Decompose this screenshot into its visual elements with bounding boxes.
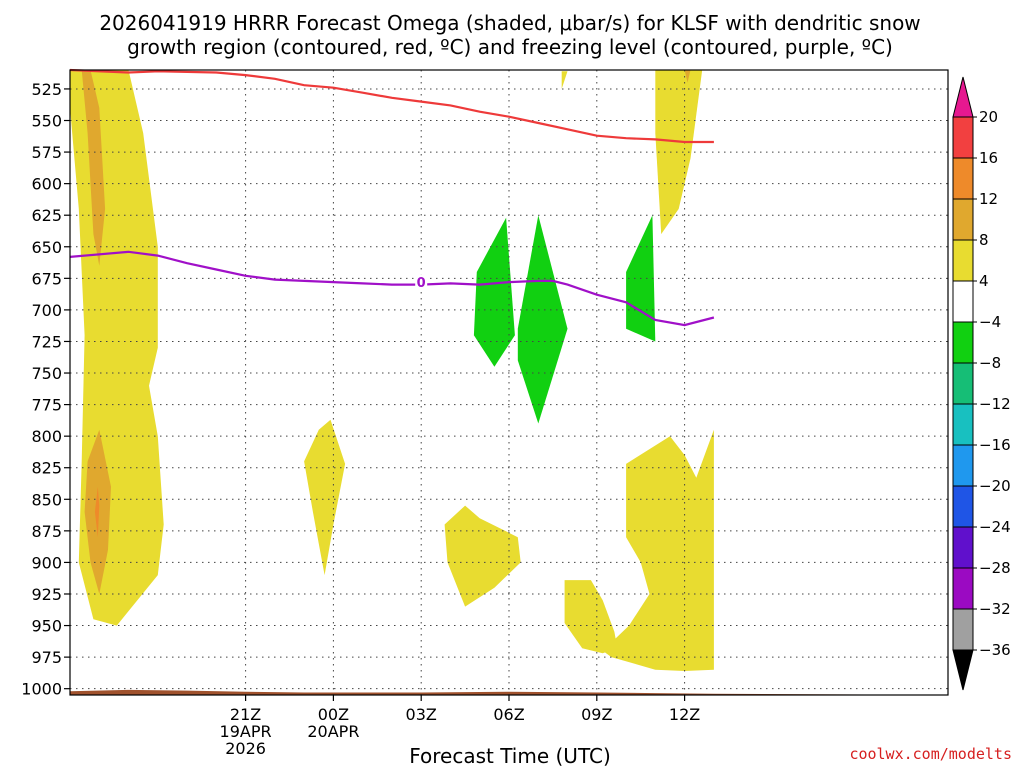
colorbar-label: −32 [979,600,1011,618]
dendritic-growth-contour [69,68,714,144]
colorbar-label: 20 [979,108,998,126]
omega-region-2-0 [94,486,100,538]
y-tick-label: 975 [31,648,62,667]
y-tick-label: 1000 [21,680,62,699]
x-axis-label: Forecast Time (UTC) [409,744,611,768]
colorbar-label: 12 [979,190,998,208]
y-tick-label: 825 [31,459,62,478]
colorbar-label: 8 [979,231,989,249]
omega-shaded-regions [70,70,714,671]
colorbar-swatch [952,280,974,323]
colorbar-label: −20 [979,477,1011,495]
x-tick-label: 06Z [493,705,524,724]
colorbar-swatch [952,403,974,446]
colorbar-legend: 20 16 12 8 4 −4 −8 −12 −16 −20 −24 −28 −32 −36 [952,76,1011,691]
omega-region-0-5 [602,429,714,671]
colorbar-label: 4 [979,272,989,290]
y-tick-label: 750 [31,364,62,383]
y-tick-label: 900 [31,553,62,572]
ground-terrain [70,689,948,695]
omega-region-0-1 [304,419,346,576]
x-tick-label: 12Z [669,705,700,724]
y-tick-label: 550 [31,112,62,131]
y-tick-label: 525 [31,80,62,99]
omega-region-3-0 [473,217,515,367]
colorbar-label: 16 [979,149,998,167]
colorbar-label: −24 [979,518,1011,536]
omega-region-1-2 [684,70,691,83]
colorbar-swatch [952,567,974,610]
colorbar-label: −4 [979,313,1001,331]
y-tick-label: 875 [31,522,62,541]
x-tick-label: 00Z [318,705,349,724]
omega-region-0-3 [655,70,703,235]
freezing-label-bg [415,274,428,290]
chart-title-line-2: growth region (contoured, red, ºC) and f… [127,35,893,59]
grid-lines [70,70,948,695]
omega-region-3-1 [517,215,568,424]
y-tick-label: 950 [31,617,62,636]
colorbar-bottom-arrow [952,649,974,691]
y-tick-label: 925 [31,585,62,604]
y-axis-ticks: 525 550 575 600 625 650 675 700 725 750 775 800 825 8… [21,80,70,699]
colorbar-label: −36 [979,641,1011,659]
colorbar-label: −12 [979,395,1011,413]
chart-title-line-1: 2026041919 HRRR Forecast Omega (shaded, … [99,11,920,35]
omega-region-1-0 [81,70,106,266]
omega-region-0-0 [70,70,164,626]
colorbar-swatch [952,198,974,241]
y-tick-label: 775 [31,396,62,415]
x-tick-year-label: 2026 [225,739,266,758]
y-tick-label: 650 [31,238,62,257]
y-tick-label: 675 [31,269,62,288]
freezing-level-contour [69,250,715,327]
y-tick-label: 700 [31,301,62,320]
y-tick-label: 575 [31,143,62,162]
freezing-level-label: 0 [417,276,426,291]
x-tick-date-label: 19APR [220,722,272,741]
colorbar-top-arrow [952,76,974,118]
omega-region-0-2 [444,505,521,607]
x-tick-label: 03Z [406,705,437,724]
y-tick-label: 625 [31,206,62,225]
colorbar-swatch [952,116,974,159]
colorbar-swatch [952,444,974,487]
x-tick-label: 21Z [230,705,261,724]
colorbar-swatch [952,362,974,405]
colorbar-swatch [952,485,974,528]
watermark: coolwx.com/modelts [849,745,1012,763]
colorbar-label: −8 [979,354,1001,372]
contour-lines: 0 [69,68,715,327]
colorbar-label: −28 [979,559,1011,577]
colorbar-swatch [952,157,974,200]
colorbar-swatch [952,239,974,282]
ground-surface [70,689,948,695]
colorbar-label: −16 [979,436,1011,454]
x-tick-date-label: 20APR [307,722,359,741]
omega-region-0-6 [564,580,618,654]
y-tick-label: 800 [31,427,62,446]
y-tick-label: 600 [31,175,62,194]
y-tick-label: 850 [31,490,62,509]
y-tick-label: 725 [31,332,62,351]
colorbar-swatch [952,608,974,651]
colorbar-swatch [952,321,974,364]
omega-region-0-4 [561,71,568,89]
colorbar-swatch [952,526,974,569]
x-tick-label: 09Z [581,705,612,724]
